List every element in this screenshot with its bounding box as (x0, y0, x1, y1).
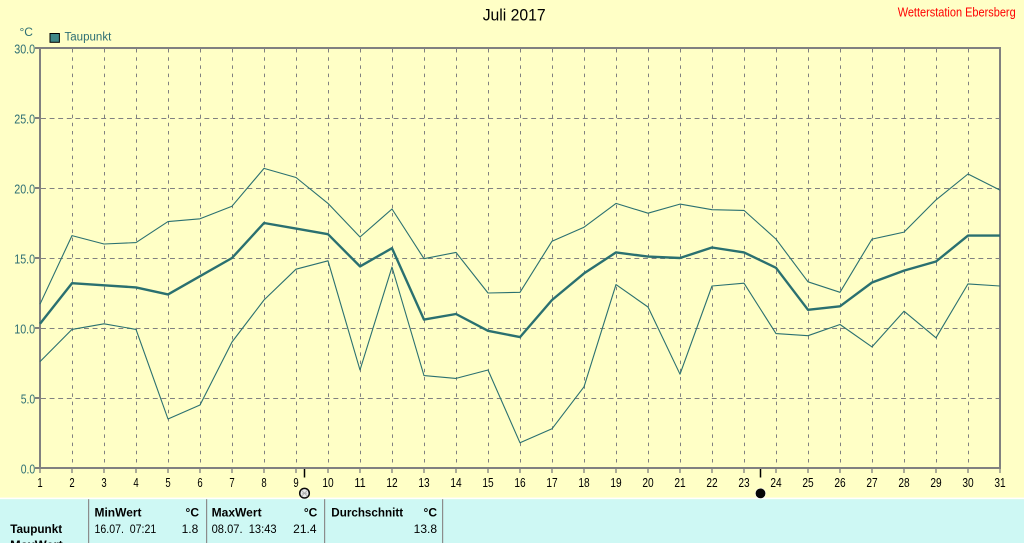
svg-text:27: 27 (866, 475, 877, 490)
svg-text:Taupunkt: Taupunkt (10, 522, 62, 536)
svg-text:8: 8 (261, 475, 266, 490)
svg-text:7: 7 (229, 475, 234, 490)
svg-text:29: 29 (930, 475, 941, 490)
svg-text:22: 22 (706, 475, 717, 490)
svg-text:28: 28 (898, 475, 909, 490)
svg-text:16: 16 (514, 475, 525, 490)
svg-text:18: 18 (578, 475, 589, 490)
svg-text:31: 31 (994, 475, 1005, 490)
svg-text:15.0: 15.0 (14, 251, 35, 266)
svg-text:23: 23 (738, 475, 749, 490)
svg-text:1: 1 (37, 475, 42, 490)
svg-text:2: 2 (69, 475, 74, 490)
svg-text:0.0: 0.0 (21, 461, 36, 476)
svg-text:21: 21 (674, 475, 685, 490)
svg-text:4: 4 (133, 475, 138, 490)
svg-text:12: 12 (386, 475, 397, 490)
svg-text:25.0: 25.0 (14, 111, 35, 126)
svg-text:25: 25 (802, 475, 813, 490)
svg-text:Durchschnitt: Durchschnitt (331, 505, 403, 519)
svg-text:24: 24 (770, 475, 781, 490)
svg-text:11: 11 (354, 475, 365, 490)
svg-text:°C: °C (186, 505, 200, 519)
svg-text:20: 20 (642, 475, 653, 490)
svg-text:10: 10 (322, 475, 333, 490)
svg-text:Juli 2017: Juli 2017 (483, 5, 546, 24)
svg-text:5: 5 (165, 475, 170, 490)
svg-text:°C: °C (424, 505, 438, 519)
svg-text:14: 14 (450, 475, 461, 490)
svg-text:13: 13 (418, 475, 429, 490)
svg-text:9: 9 (293, 475, 298, 490)
svg-text:26: 26 (834, 475, 845, 490)
svg-text:20.0: 20.0 (14, 181, 35, 196)
svg-text:13.8: 13.8 (414, 522, 438, 536)
svg-text:08.07. 13:43: 08.07. 13:43 (212, 522, 277, 536)
svg-text:19: 19 (610, 475, 621, 490)
svg-text:°C: °C (20, 25, 34, 39)
svg-text:MaxWert: MaxWert (212, 505, 262, 519)
svg-text:10.0: 10.0 (14, 321, 35, 336)
svg-text:17: 17 (546, 475, 557, 490)
svg-text:16.07. 07:21: 16.07. 07:21 (95, 522, 157, 536)
svg-text:1.8: 1.8 (182, 522, 199, 536)
svg-text:Wetterstation Ebersberg: Wetterstation Ebersberg (898, 4, 1016, 19)
svg-text:Taupunkt: Taupunkt (65, 32, 113, 44)
svg-text:6: 6 (197, 475, 202, 490)
svg-text:MaxWert: MaxWert (10, 538, 63, 543)
svg-text:15: 15 (482, 475, 493, 490)
svg-text:30: 30 (962, 475, 973, 490)
svg-text:30.0: 30.0 (14, 41, 35, 56)
svg-text:3: 3 (101, 475, 106, 490)
svg-text:MinWert: MinWert (95, 505, 142, 519)
svg-text:5.0: 5.0 (21, 391, 36, 406)
svg-text:°C: °C (304, 505, 318, 519)
svg-text:21.4: 21.4 (293, 522, 317, 536)
